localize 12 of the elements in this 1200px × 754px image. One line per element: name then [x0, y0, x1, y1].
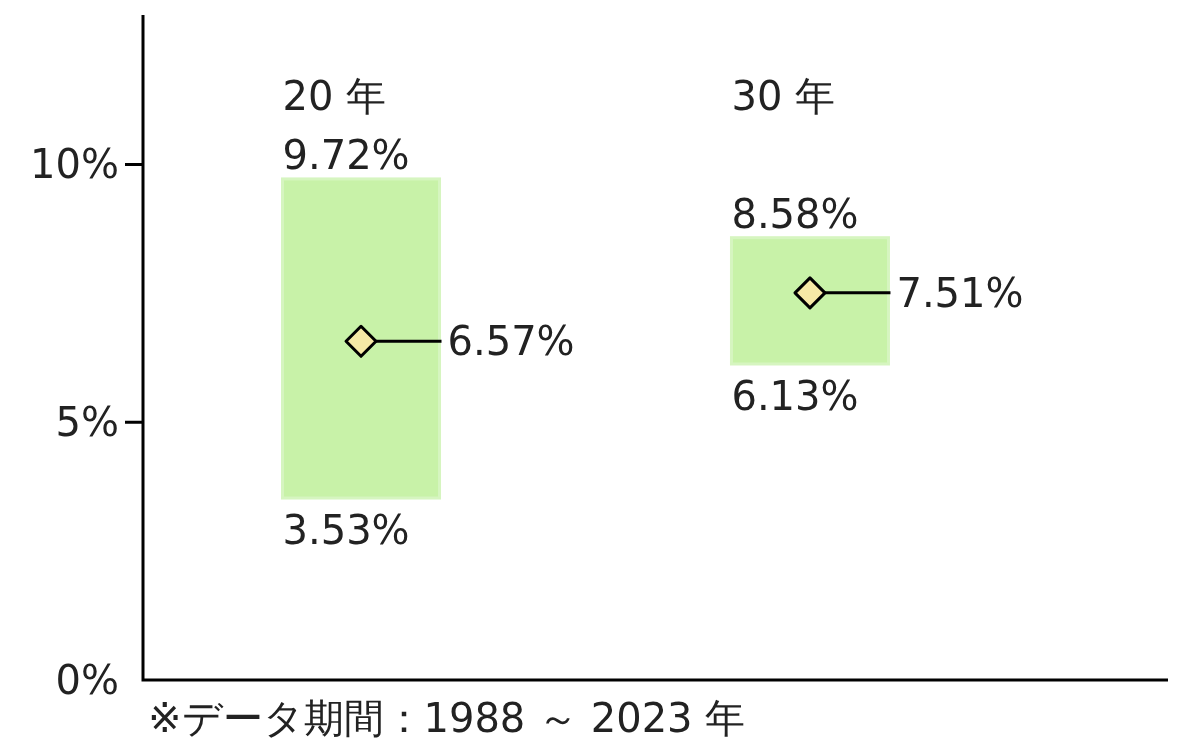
annotation: 9.72% — [282, 131, 410, 178]
x-tick-label: 30 年 — [731, 73, 836, 119]
data-label: 7.51% — [896, 269, 1024, 316]
text: ※データ期間：1988 ～ 2023 年 — [148, 695, 746, 741]
x-tick-label: 20 年 — [282, 73, 387, 119]
y-tick-label: 0% — [55, 657, 119, 703]
data-label: 6.57% — [447, 318, 575, 365]
y-tick-label: 5% — [55, 399, 119, 446]
annotation: 3.53% — [282, 507, 410, 554]
y-tick-label: 10% — [30, 141, 119, 188]
annotation: 6.13% — [731, 373, 859, 419]
annotation: 8.58% — [731, 190, 859, 237]
